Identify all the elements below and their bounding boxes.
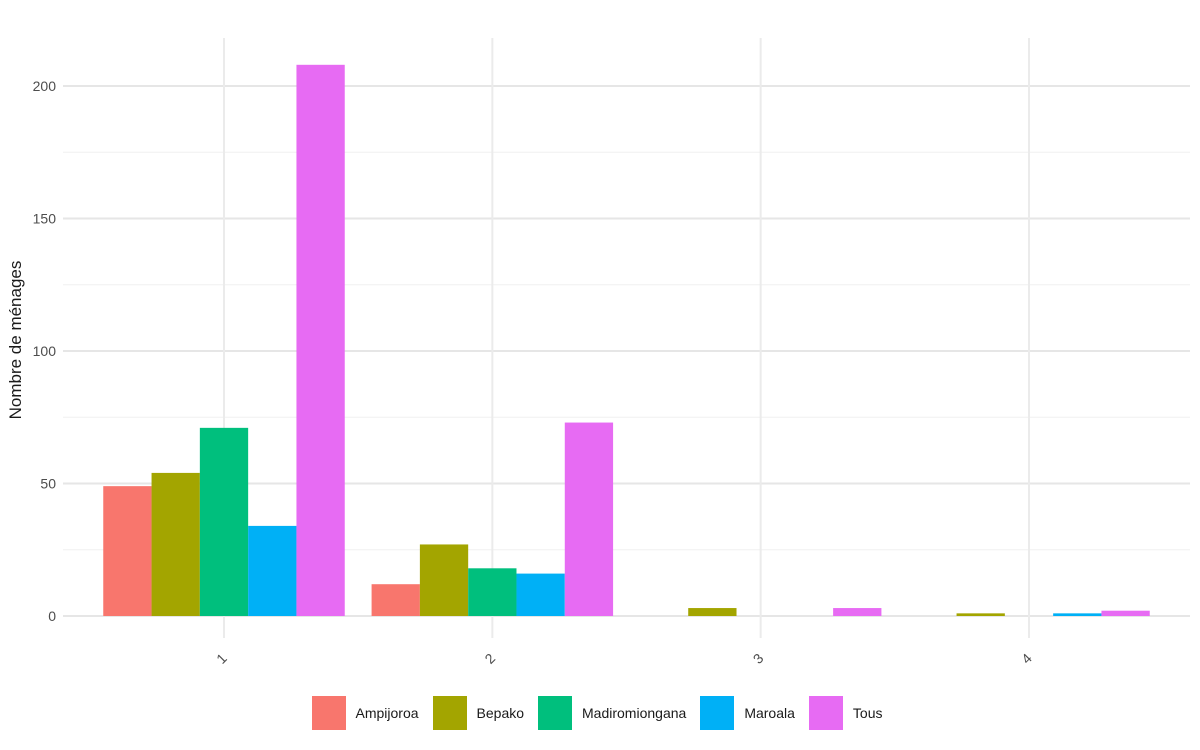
legend-item: Ampijoroa [311,696,425,730]
bar-maroala-4 [1053,613,1102,616]
legend-item: Maroala [700,696,801,730]
legend-item: Tous [808,696,889,730]
legend-label: Bepako [476,705,525,721]
y-tick-label: 0 [48,608,56,624]
legend-item: Madiromiongana [538,696,692,730]
bars [103,64,1150,617]
bar-bepako-4 [956,613,1005,616]
legend-item: Bepako [432,696,530,730]
bar-ampijoroa-2 [371,584,420,616]
legend: Ampijoroa Bepako Madiromiongana Maroala Tous [0,696,1200,730]
y-tick-label: 50 [40,476,56,492]
legend-swatch [538,696,573,730]
x-tick-label: 2 [481,650,498,667]
y-tick-label: 100 [33,343,57,359]
bar-tous-4 [1101,610,1150,616]
y-tick-label: 200 [33,78,57,94]
bar-bepako-3 [688,608,737,616]
bar-bepako-2 [419,544,469,616]
legend-label: Tous [852,705,883,721]
legend-label: Ampijoroa [355,705,419,721]
legend-swatch [700,696,735,730]
bar-maroala-2 [516,573,565,616]
bar-ampijoroa-1 [103,486,152,616]
y-axis-ticks: 0 50 100 150 200 [33,78,57,624]
bar-tous-2 [564,422,614,616]
x-tick-label: 1 [213,650,230,667]
bar-tous-1 [296,64,345,617]
legend-swatch [432,696,467,730]
bar-bepako-1 [151,472,200,616]
grid-lines [63,38,1190,638]
legend-label: Madiromiongana [582,705,687,721]
bar-madiromiongana-1 [199,427,249,616]
y-tick-label: 150 [33,211,57,227]
legend-label: Maroala [744,705,795,721]
bar-tous-3 [833,608,882,616]
x-tick-label: 4 [1018,650,1035,667]
y-axis-title: Nombre de ménages [6,261,25,420]
bar-maroala-1 [248,525,297,616]
bar-madiromiongana-2 [468,568,517,616]
legend-swatch [808,696,843,730]
x-axis-ticks: 1 2 3 4 [213,650,1035,667]
legend-swatch [311,696,346,730]
x-tick-label: 3 [750,650,767,667]
